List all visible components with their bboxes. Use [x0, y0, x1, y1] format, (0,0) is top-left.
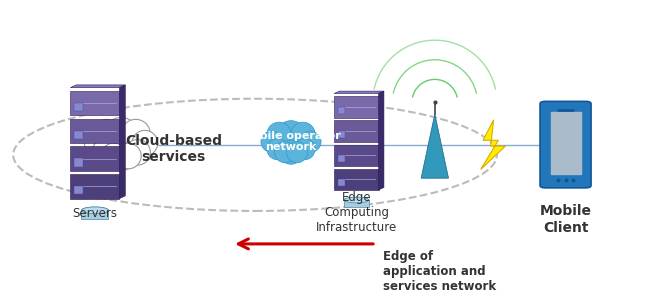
Ellipse shape	[261, 131, 282, 152]
Polygon shape	[119, 85, 125, 199]
Polygon shape	[481, 120, 506, 170]
Bar	[71, 174, 119, 199]
Text: Mobile operator
network: Mobile operator network	[241, 131, 341, 153]
Text: Servers: Servers	[73, 207, 117, 220]
Bar	[71, 119, 119, 143]
Bar	[550, 113, 580, 174]
Ellipse shape	[107, 141, 135, 171]
Ellipse shape	[275, 142, 295, 163]
Ellipse shape	[92, 139, 117, 165]
Ellipse shape	[101, 143, 127, 169]
Text: Edge
Computing
Infrastructure: Edge Computing Infrastructure	[315, 191, 397, 234]
Bar	[334, 120, 379, 142]
Text: Mobile
Client: Mobile Client	[540, 204, 592, 235]
Bar	[334, 169, 379, 190]
Bar	[334, 145, 379, 166]
Ellipse shape	[115, 143, 141, 169]
Bar	[344, 200, 369, 207]
Bar	[81, 210, 109, 219]
Ellipse shape	[300, 131, 321, 152]
Bar	[338, 131, 345, 138]
Ellipse shape	[287, 142, 307, 163]
Ellipse shape	[132, 130, 157, 156]
Ellipse shape	[344, 197, 369, 203]
Bar	[338, 107, 345, 114]
Text: Cloud-based
services: Cloud-based services	[125, 134, 222, 164]
Bar	[338, 179, 345, 186]
Bar	[71, 91, 119, 115]
Bar	[71, 147, 119, 171]
Ellipse shape	[276, 121, 306, 151]
Ellipse shape	[103, 117, 139, 154]
Ellipse shape	[85, 130, 110, 156]
Bar	[74, 131, 83, 139]
FancyBboxPatch shape	[540, 101, 591, 188]
Bar	[74, 103, 83, 111]
Polygon shape	[379, 91, 384, 190]
Polygon shape	[334, 91, 384, 94]
Polygon shape	[71, 85, 125, 88]
Text: Edge of
application and
services network: Edge of application and services network	[383, 250, 496, 293]
Ellipse shape	[125, 139, 150, 165]
Bar	[334, 97, 379, 118]
Ellipse shape	[291, 122, 315, 146]
Ellipse shape	[81, 207, 109, 214]
Ellipse shape	[81, 207, 109, 214]
Ellipse shape	[267, 139, 288, 160]
Ellipse shape	[121, 119, 150, 149]
Ellipse shape	[279, 140, 303, 164]
Ellipse shape	[267, 122, 291, 146]
Ellipse shape	[344, 197, 369, 203]
Ellipse shape	[92, 119, 121, 149]
Polygon shape	[421, 114, 448, 178]
Ellipse shape	[294, 139, 315, 160]
Bar	[338, 155, 345, 162]
Bar	[74, 159, 83, 167]
Bar	[74, 186, 83, 195]
